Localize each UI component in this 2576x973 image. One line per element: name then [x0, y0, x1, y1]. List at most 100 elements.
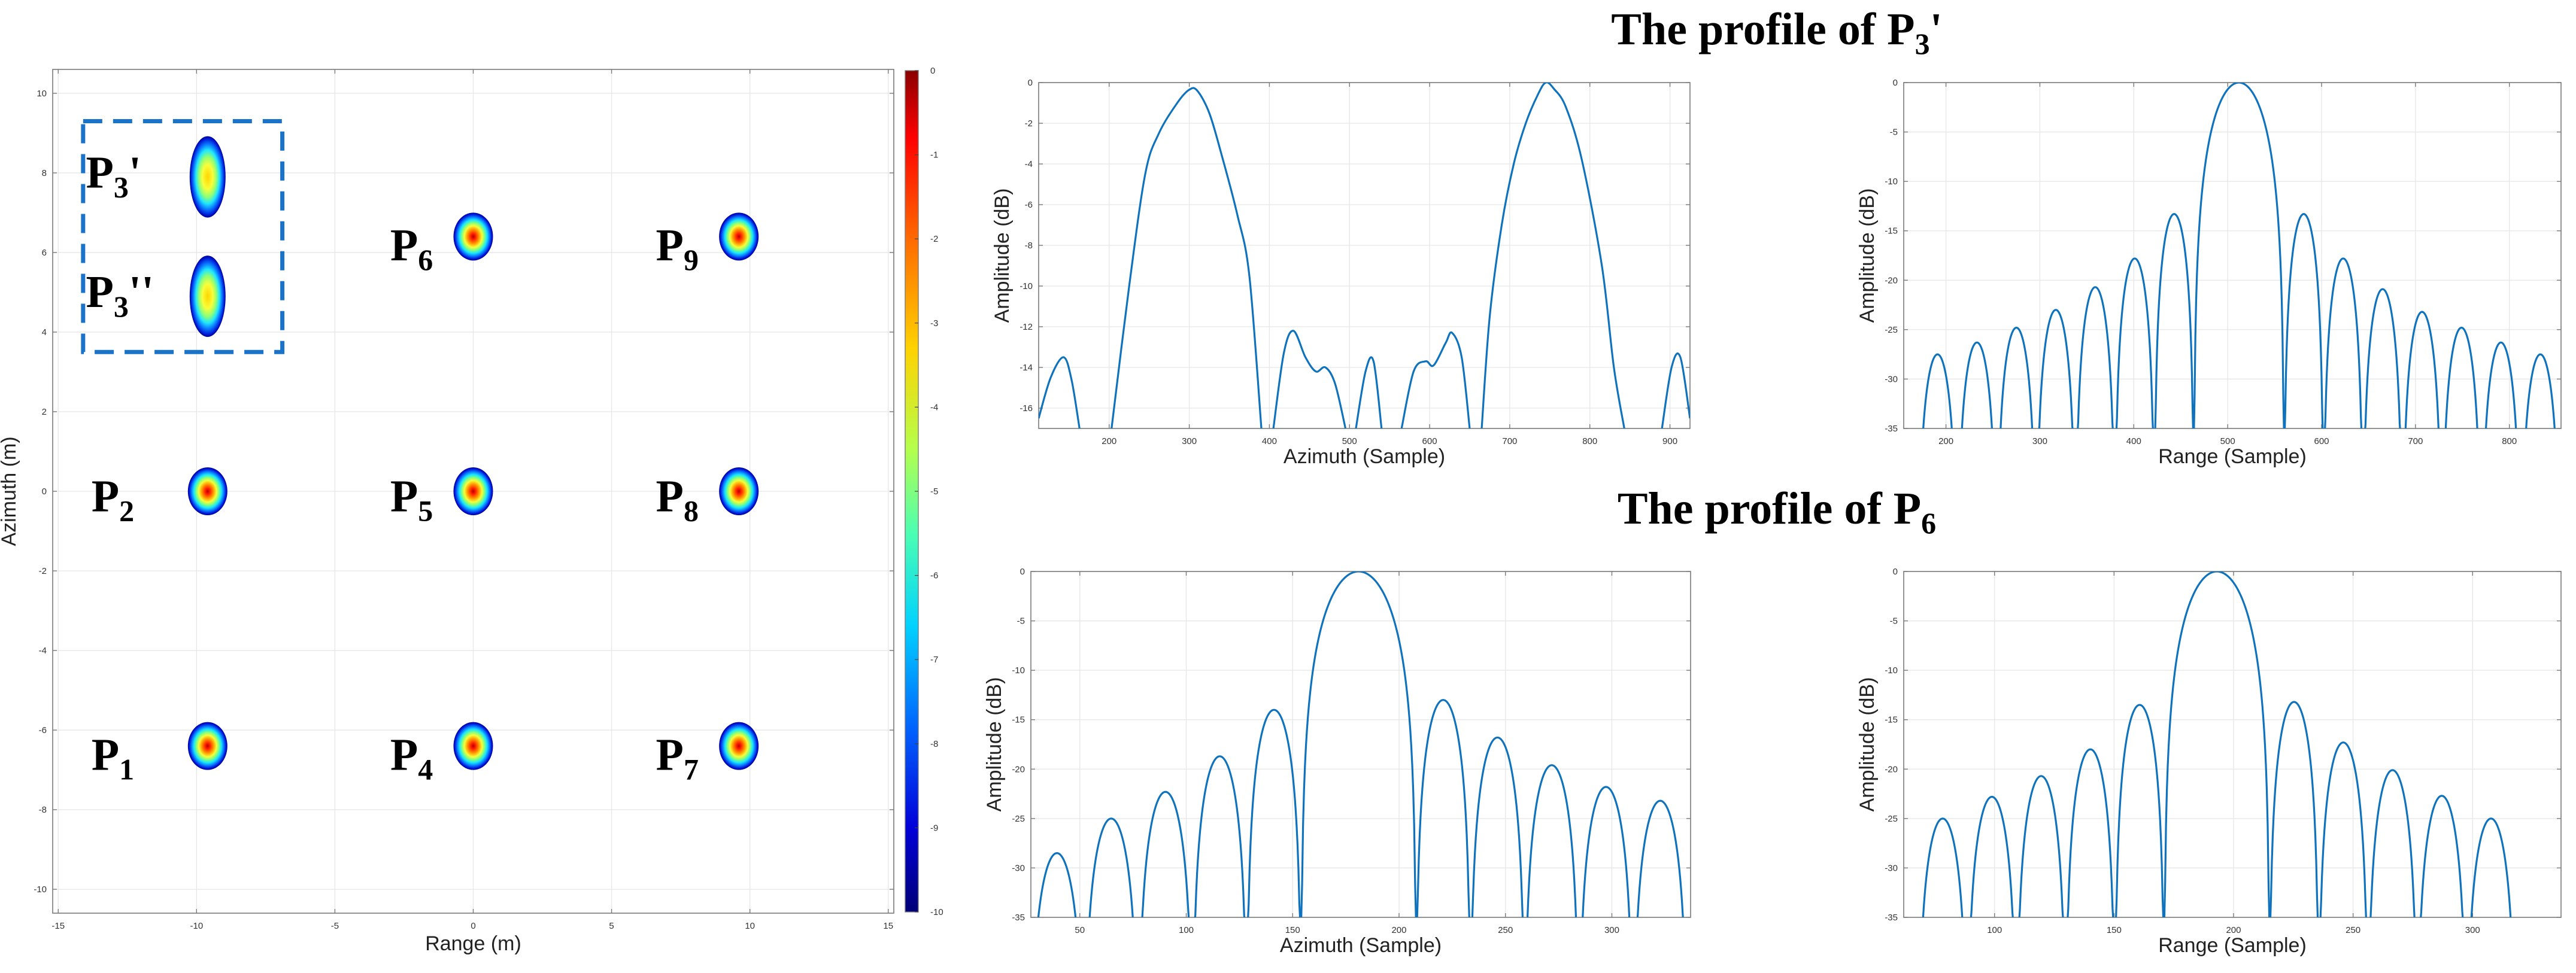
- side-lobe-left: [2115, 257, 2154, 428]
- y-tick-label: -8: [39, 805, 47, 815]
- series-main-1: [1110, 87, 1263, 428]
- colorbar-tick-label: 0: [930, 66, 935, 76]
- side-lobe-right: [2484, 341, 2517, 428]
- y-tick-label: -4: [39, 646, 47, 656]
- x-tick-label: 0: [471, 921, 475, 931]
- x-tick-label: 100: [1179, 925, 1194, 935]
- point-label: P6: [390, 220, 433, 276]
- x-tick-label: 150: [1285, 925, 1300, 935]
- colorbar-tick-label: -4: [930, 402, 938, 412]
- y-tick-label: -10: [1885, 177, 1898, 187]
- y-axis-label: Amplitude (dB): [983, 677, 1006, 812]
- plot-area: [1031, 571, 1691, 917]
- y-tick-label: -6: [1025, 200, 1033, 210]
- side-lobe-left: [1922, 353, 1953, 428]
- point-label: P3'': [86, 267, 154, 323]
- y-tick-label: 6: [42, 248, 47, 258]
- axes-frame: [1903, 571, 2562, 918]
- y-tick-label: -4: [1025, 159, 1033, 169]
- y-tick-label: -30: [1012, 863, 1025, 873]
- side-lobe-left: [2038, 309, 2074, 428]
- x-tick-label: 400: [1262, 436, 1277, 446]
- side-lobe-left: [1999, 326, 2034, 428]
- side-lobe-right: [2283, 213, 2324, 428]
- y-tick-label: -2: [1025, 118, 1033, 129]
- y-tick-label: -15: [1012, 715, 1025, 725]
- side-lobe-right: [2525, 353, 2556, 428]
- plot-area: [1904, 83, 2561, 428]
- x-tick-label: -10: [190, 921, 203, 931]
- series-lobe-2: [1272, 330, 1347, 428]
- y-tick-label: -12: [1020, 322, 1033, 332]
- colorbar: 0 -1 -2 -3 -4 -5 -6 -7 -8 -9 -10: [905, 66, 943, 917]
- colorbar-tick-label: -6: [930, 571, 938, 581]
- y-tick-label: -35: [1885, 424, 1898, 434]
- x-tick-label: 100: [1987, 925, 2002, 935]
- curve: [1037, 571, 1684, 917]
- main-lobe: [2193, 83, 2285, 428]
- axes-p3-azimuth: 200 300 400 500 600 700 800 900 0 -2 -4 -6 -8 -10 -12 -…: [991, 78, 1691, 468]
- x-tick-label: 15: [883, 921, 893, 931]
- x-tick-label: 200: [2226, 925, 2241, 935]
- x-tick-label: 500: [1342, 436, 1357, 446]
- x-tick-label: 5: [609, 921, 614, 931]
- main-lobe: [1300, 571, 1417, 917]
- x-tick-label: -5: [331, 921, 339, 931]
- axes-frame: [1038, 82, 1691, 429]
- y-tick-label: -25: [1012, 814, 1025, 824]
- side-lobe-left: [1194, 755, 1246, 917]
- series-lobe-3: [1355, 356, 1383, 428]
- x-tick-label: 250: [1498, 925, 1513, 935]
- point-label: P2: [92, 471, 134, 527]
- x-tick-label: 200: [1938, 436, 1953, 446]
- side-lobe-right: [2324, 257, 2363, 428]
- x-axis-label: Azimuth (Sample): [1280, 934, 1442, 957]
- y-tick-label: -25: [1885, 325, 1898, 335]
- y-tick-label: -10: [1885, 665, 1898, 676]
- target-blob: [453, 467, 493, 515]
- colorbar-tick-label: -9: [930, 823, 938, 833]
- point-label: P5: [390, 471, 433, 527]
- side-lobe-left: [1922, 817, 1964, 917]
- side-lobe-right: [1636, 799, 1684, 917]
- x-tick-label: 150: [2107, 925, 2122, 935]
- side-lobe-right: [1471, 736, 1524, 917]
- y-tick-label: -25: [1885, 814, 1898, 824]
- point-label: P8: [656, 471, 699, 527]
- y-tick-label: 4: [42, 327, 47, 337]
- y-tick-label: -5: [1890, 127, 1898, 138]
- plot-area: [1904, 571, 2561, 917]
- target-points: P1 P2 P4 P5 P6 P7 P8 P9 P3' P3'': [86, 136, 759, 786]
- colorbar-tick-label: -8: [930, 739, 938, 749]
- x-tick-label: 200: [1102, 436, 1116, 446]
- side-lobe-right: [1416, 699, 1470, 917]
- y-tick-label: 0: [42, 486, 47, 497]
- target-blob: [453, 212, 493, 261]
- y-tick-label: -2: [39, 566, 47, 576]
- side-lobe-left: [1088, 817, 1134, 917]
- side-lobe-right: [2364, 288, 2401, 428]
- y-tick-label: 0: [1893, 78, 1898, 88]
- point-label: P4: [390, 730, 433, 786]
- side-lobe-right: [2444, 326, 2478, 428]
- y-tick-label: 0: [1028, 78, 1033, 88]
- x-tick-label: 10: [745, 921, 755, 931]
- y-tick-label: -20: [1885, 275, 1898, 285]
- x-axis-label: Range (Sample): [2158, 934, 2307, 957]
- y-axis-label: Amplitude (dB): [1856, 677, 1879, 812]
- side-lobe-right: [2420, 795, 2464, 917]
- y-tick-label: -6: [39, 725, 47, 735]
- x-axis-label: Range (m): [425, 932, 521, 955]
- colorbar-tick-label: -3: [930, 318, 938, 329]
- point-label: P1: [92, 730, 134, 786]
- inset-dashed-box: [81, 118, 285, 354]
- profile-title-p6: The profile of P6: [1618, 484, 1936, 540]
- x-tick-label: 50: [1075, 925, 1085, 935]
- y-tick-label: 0: [1893, 567, 1898, 577]
- x-tick-label: 800: [1582, 436, 1597, 446]
- y-tick-label: -10: [1020, 281, 1033, 291]
- target-blob: [453, 722, 493, 770]
- axes-p3-range: 200 300 400 500 600 700 800 0 -5 -10 -15 -20 -25 -30 -…: [1856, 78, 2562, 468]
- colorbar-tick-label: -2: [930, 234, 938, 244]
